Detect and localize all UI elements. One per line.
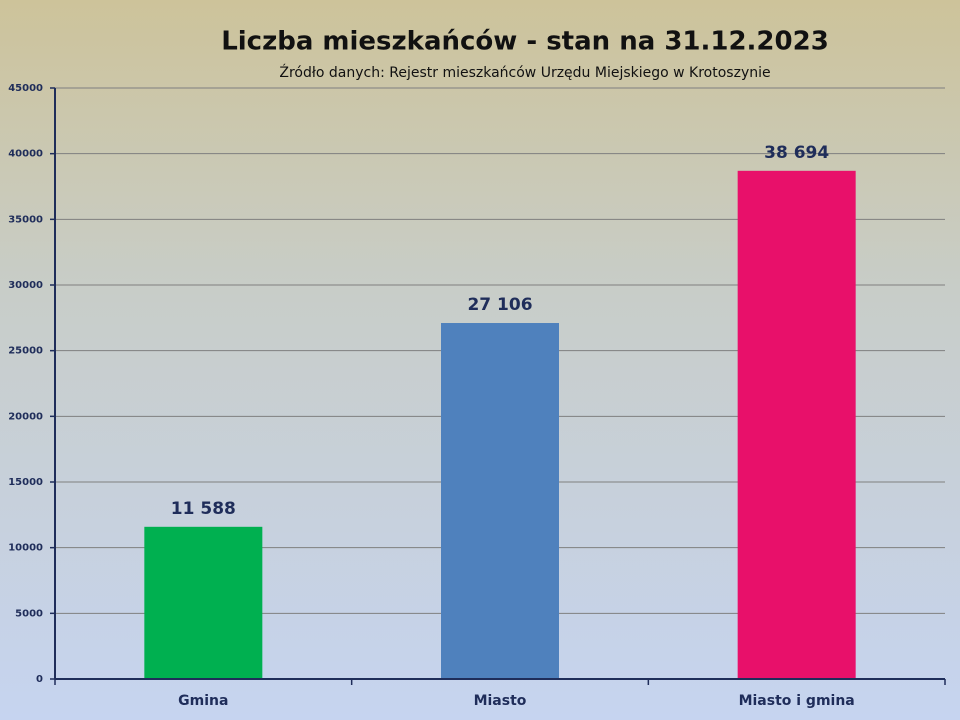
y-tick-label: 15000 xyxy=(8,477,43,488)
y-tick-label: 30000 xyxy=(8,280,43,291)
bar xyxy=(441,323,559,679)
bar xyxy=(737,170,856,680)
y-tick-label: 45000 xyxy=(8,83,43,94)
x-tick-label: Miasto xyxy=(474,693,527,709)
value-label: 27 106 xyxy=(467,295,532,315)
y-tick-label: 20000 xyxy=(8,411,43,422)
y-tick-label: 5000 xyxy=(15,608,43,619)
y-tick-label: 25000 xyxy=(8,346,43,357)
y-tick-label: 35000 xyxy=(8,214,43,225)
y-tick-label: 0 xyxy=(36,674,43,685)
value-label: 38 694 xyxy=(764,143,829,163)
y-tick-label: 10000 xyxy=(8,543,43,554)
bar xyxy=(144,526,263,679)
value-label: 11 588 xyxy=(171,499,236,519)
x-tick-label: Gmina xyxy=(178,693,228,709)
chart-title: Liczba mieszkańców - stan na 31.12.2023 xyxy=(221,27,829,57)
x-tick-label: Miasto i gmina xyxy=(739,693,855,709)
y-tick-label: 40000 xyxy=(8,149,43,160)
chart-subtitle: Źródło danych: Rejestr mieszkańców Urzęd… xyxy=(279,63,770,81)
